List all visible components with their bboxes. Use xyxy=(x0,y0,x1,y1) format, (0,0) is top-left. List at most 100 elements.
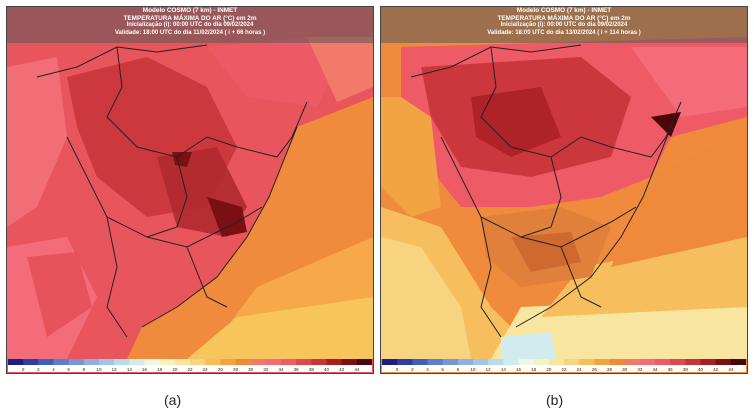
colorbar-swatch xyxy=(564,359,580,365)
header-line2: TEMPERATURA MÁXIMA DO AR (°C) em 2m xyxy=(497,14,631,22)
colorbar-tick-label: 20 xyxy=(172,367,178,372)
colorbar-tick-label: 34 xyxy=(278,367,284,372)
colorbar-swatch xyxy=(685,359,701,365)
header-line4: Validade: 18:00 UTC do dia 13/02/2024 ( … xyxy=(487,29,641,36)
temperature-map-b xyxy=(381,7,747,373)
colorbar-swatch xyxy=(412,359,428,365)
colorbar-tick-label: 14 xyxy=(501,367,507,372)
colorbar-swatch xyxy=(8,359,24,365)
colorbar-swatch xyxy=(281,359,297,365)
colorbar-swatch xyxy=(670,359,686,365)
colorbar-swatch xyxy=(174,359,191,365)
colorbar-tick-label: 8 xyxy=(457,367,460,372)
caption-b: (b) xyxy=(546,392,564,408)
colorbar-swatch xyxy=(579,359,595,365)
colorbar-swatch xyxy=(190,359,206,365)
colorbar-swatch xyxy=(99,359,115,365)
colorbar-swatch xyxy=(457,359,474,365)
map-panel-b: Modelo COSMO (7 km) - INMET TEMPERATURA … xyxy=(380,6,748,374)
colorbar-swatch xyxy=(442,359,459,365)
colorbar-tick-label: 38 xyxy=(683,367,689,372)
colorbar-tick-label: 2 xyxy=(411,367,414,372)
colorbar-tick-label: 18 xyxy=(157,367,163,372)
colorbar-tick-label: 40 xyxy=(698,367,704,372)
colorbar-swatch xyxy=(624,359,641,365)
colorbar-tick-label: 26 xyxy=(592,367,598,372)
map-panel-a: Modelo COSMO (7 km) - INMET TEMPERATURA … xyxy=(6,6,374,374)
colorbar-swatch xyxy=(23,359,39,365)
colorbar-tick-label: 26 xyxy=(218,367,224,372)
map-header-b: Modelo COSMO (7 km) - INMET TEMPERATURA … xyxy=(381,7,747,43)
colorbar-swatch xyxy=(250,359,267,365)
colorbar-tick-label: 32 xyxy=(263,367,269,372)
colorbar-tick-label: 12 xyxy=(112,367,118,372)
colorbar-swatch xyxy=(427,359,444,365)
colorbar-tick-label: 22 xyxy=(187,367,193,372)
colorbar-tick-label: 6 xyxy=(441,367,444,372)
colorbar-tick-label: 38 xyxy=(309,367,315,372)
colorbar-tick-label: 36 xyxy=(294,367,300,372)
colorbar-swatch xyxy=(533,359,550,365)
header-line1: Modelo COSMO (7 km) - INMET xyxy=(142,7,238,14)
colorbar-tick-label: 4 xyxy=(52,367,55,372)
colorbar-swatch xyxy=(700,359,717,365)
colorbar-swatch xyxy=(220,359,236,365)
colorbar-tick-label: 28 xyxy=(607,367,613,372)
colorbar-swatch xyxy=(53,359,70,365)
colorbar-swatch xyxy=(382,359,398,365)
colorbar-swatch xyxy=(38,359,54,365)
colorbar-tick-label: 40 xyxy=(324,367,330,372)
colorbar-swatch xyxy=(548,359,565,365)
colorbar-swatch xyxy=(594,359,610,365)
colorbar-swatch xyxy=(341,359,358,365)
colorbar-swatch xyxy=(68,359,85,365)
colorbar-swatch xyxy=(655,359,671,365)
colorbar-swatch xyxy=(114,359,130,365)
colorbar-tick-label: 24 xyxy=(577,367,583,372)
colorbar-tick-label: 24 xyxy=(203,367,209,372)
colorbar-swatch xyxy=(639,359,656,365)
colorbar-tick-label: 16 xyxy=(516,367,522,372)
colorbar-tick-label: 6 xyxy=(67,367,70,372)
colorbar-tick-label: 2 xyxy=(37,367,40,372)
header-line3: Inicialização (i): 00:00 UTC do dia 09/0… xyxy=(126,22,254,28)
colorbar-swatch xyxy=(129,359,145,365)
header-line3: Inicialização (i): 00:00 UTC do dia 09/0… xyxy=(500,22,628,28)
colorbar-swatch xyxy=(356,359,372,365)
colorbar-swatch xyxy=(265,359,282,365)
colorbar-tick-label: 12 xyxy=(486,367,492,372)
colorbar-swatch xyxy=(83,359,100,365)
colorbar-tick-label: 16 xyxy=(142,367,148,372)
colorbar-swatch xyxy=(503,359,519,365)
colorbar-swatch xyxy=(159,359,176,365)
colorbar-swatch xyxy=(518,359,535,365)
colorbar-tick-label: 30 xyxy=(622,367,628,372)
colorbar-swatch xyxy=(144,359,161,365)
colorbar-tick-label: 44 xyxy=(728,367,734,372)
colorbar-tick-label: 20 xyxy=(546,367,552,372)
colorbar-swatch xyxy=(235,359,252,365)
colorbar-swatch xyxy=(715,359,732,365)
colorbar-tick-label: 44 xyxy=(354,367,360,372)
colorbar-tick-label: 18 xyxy=(531,367,537,372)
colorbar-swatch xyxy=(397,359,413,365)
colorbar-tick-label: 30 xyxy=(248,367,254,372)
colorbar-tick-label: 36 xyxy=(668,367,674,372)
colorbar-tick-label: 28 xyxy=(233,367,239,372)
colorbar-swatch xyxy=(609,359,626,365)
colorbar-tick-label: 32 xyxy=(637,367,643,372)
temperature-map-a xyxy=(7,7,373,373)
colorbar-a: 0 2 4 6 8 10 12 14 16 18 20 22 24 26 28 30 32 34 36 38 40 42 4… xyxy=(8,359,372,372)
colorbar-tick-label: 0 xyxy=(22,367,25,372)
colorbar-swatch xyxy=(296,359,312,365)
caption-a: (a) xyxy=(164,392,182,408)
colorbar-b: 0 2 4 6 8 10 12 14 16 18 20 22 24 26 28 30 32 34 36 38 40 42 4… xyxy=(382,359,746,372)
colorbar-tick-label: 4 xyxy=(426,367,429,372)
colorbar-tick-label: 34 xyxy=(652,367,658,372)
colorbar-tick-label: 10 xyxy=(96,367,102,372)
colorbar-swatch xyxy=(730,359,746,365)
colorbar-swatch xyxy=(488,359,504,365)
colorbar-tick-label: 22 xyxy=(561,367,567,372)
colorbar-tick-label: 10 xyxy=(470,367,476,372)
colorbar-tick-label: 42 xyxy=(713,367,719,372)
